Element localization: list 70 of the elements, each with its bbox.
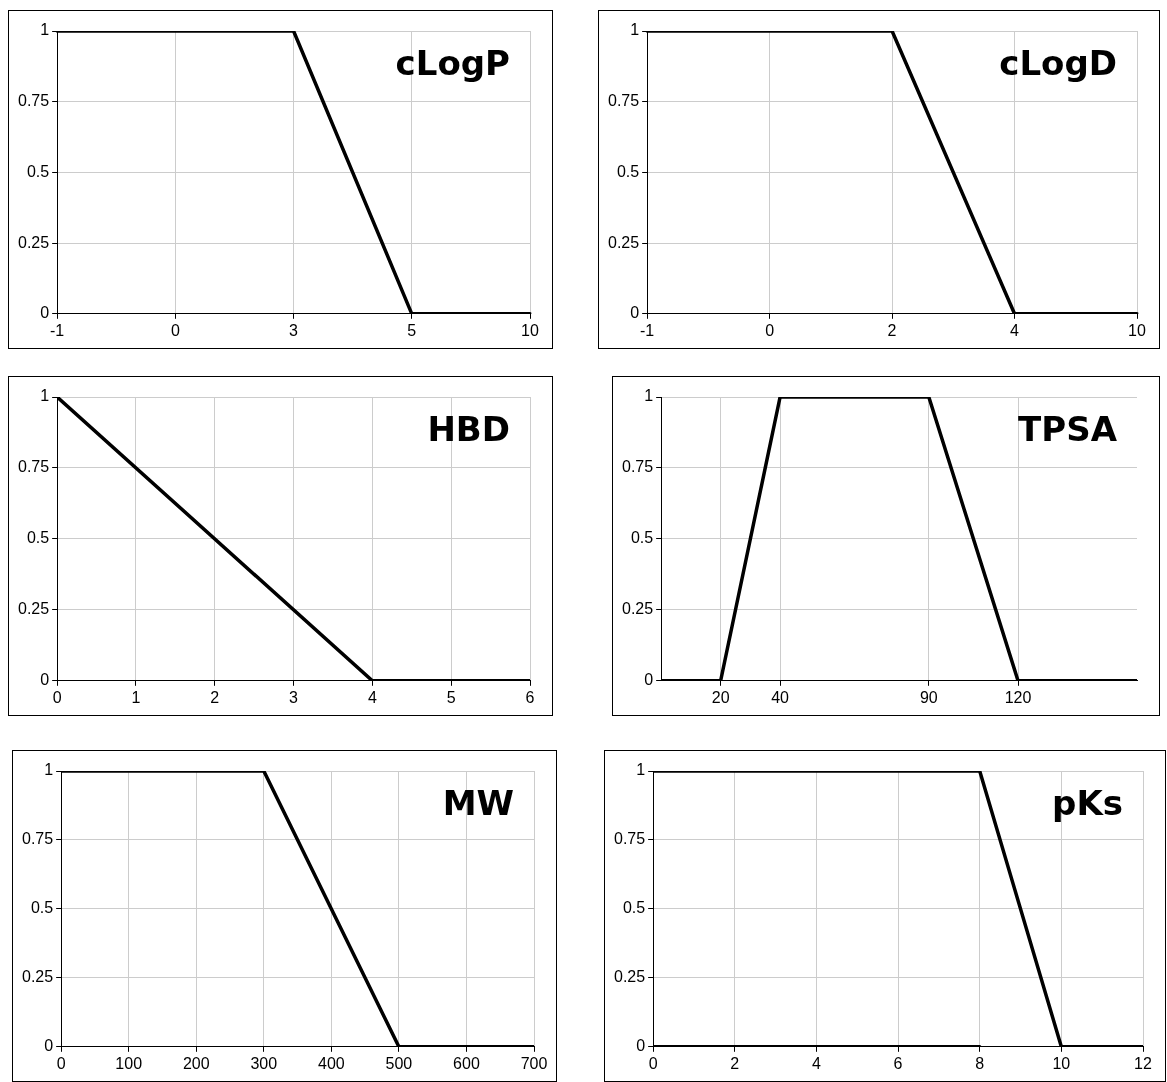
x-tick-label: 3 bbox=[289, 321, 299, 339]
x-tick-label: 500 bbox=[385, 1054, 413, 1072]
y-tick-label: 0.75 bbox=[18, 458, 50, 476]
chart-title: pKs bbox=[1052, 782, 1123, 823]
y-tick-label: 0.75 bbox=[622, 458, 654, 476]
y-tick-label: 0.25 bbox=[22, 968, 54, 986]
x-tick-label: 20 bbox=[711, 688, 730, 706]
y-tick-label: 0 bbox=[40, 304, 50, 322]
x-tick-label: 1 bbox=[131, 688, 141, 706]
x-tick-label: 10 bbox=[1052, 1054, 1071, 1072]
x-tick-label: 2 bbox=[887, 321, 897, 339]
x-tick-label: 4 bbox=[367, 688, 377, 706]
chart-title: cLogP bbox=[395, 42, 510, 83]
y-tick-label: 1 bbox=[644, 387, 654, 405]
x-tick-label: 6 bbox=[893, 1054, 903, 1072]
y-tick-label: 1 bbox=[40, 387, 50, 405]
y-tick-label: 0 bbox=[630, 304, 640, 322]
x-tick-label: 0 bbox=[170, 321, 180, 339]
x-tick-label: -1 bbox=[640, 321, 655, 339]
x-tick-label: 700 bbox=[520, 1054, 548, 1072]
x-tick-label: 5 bbox=[446, 688, 456, 706]
x-tick-label: 120 bbox=[1004, 688, 1032, 706]
y-tick-label: 1 bbox=[44, 761, 54, 779]
x-tick-label: 4 bbox=[1010, 321, 1020, 339]
y-tick-label: 0.25 bbox=[18, 600, 50, 618]
x-tick-label: 0 bbox=[56, 1054, 66, 1072]
x-tick-label: 5 bbox=[407, 321, 417, 339]
y-tick-label: 0.75 bbox=[22, 830, 54, 848]
chart-title: cLogD bbox=[999, 42, 1117, 83]
x-tick-label: 8 bbox=[975, 1054, 985, 1072]
x-tick-label: 2 bbox=[730, 1054, 740, 1072]
y-tick-label: 0.25 bbox=[622, 600, 654, 618]
y-tick-label: 0.25 bbox=[614, 968, 646, 986]
x-tick-label: 400 bbox=[317, 1054, 345, 1072]
y-tick-label: 0 bbox=[636, 1037, 646, 1055]
x-tick-label: 10 bbox=[521, 321, 539, 339]
x-tick-label: 100 bbox=[115, 1054, 143, 1072]
chart-title: MW bbox=[442, 782, 514, 823]
y-tick-label: 0.5 bbox=[616, 162, 640, 180]
chart-title: HBD bbox=[427, 408, 510, 449]
x-tick-label: 10 bbox=[1128, 321, 1146, 339]
y-tick-label: 0.5 bbox=[630, 529, 654, 547]
x-tick-label: 40 bbox=[771, 688, 790, 706]
x-tick-label: 12 bbox=[1134, 1054, 1152, 1072]
y-tick-label: 0.5 bbox=[622, 899, 646, 917]
x-tick-label: -1 bbox=[50, 321, 65, 339]
x-tick-label: 600 bbox=[453, 1054, 480, 1072]
y-tick-label: 1 bbox=[630, 21, 640, 39]
chart-title: TPSA bbox=[1018, 408, 1118, 449]
y-tick-label: 0 bbox=[44, 1037, 54, 1055]
x-tick-label: 2 bbox=[210, 688, 220, 706]
y-tick-label: 1 bbox=[636, 761, 646, 779]
y-tick-label: 0.75 bbox=[614, 830, 646, 848]
y-tick-label: 0 bbox=[644, 671, 654, 689]
x-tick-label: 90 bbox=[919, 688, 938, 706]
x-tick-label: 3 bbox=[289, 688, 299, 706]
y-tick-label: 1 bbox=[40, 21, 50, 39]
y-tick-label: 0.5 bbox=[26, 529, 50, 547]
y-tick-label: 0.5 bbox=[30, 899, 54, 917]
y-tick-label: 0.75 bbox=[18, 92, 50, 110]
x-tick-label: 200 bbox=[182, 1054, 210, 1072]
x-tick-label: 0 bbox=[765, 321, 775, 339]
y-tick-label: 0.75 bbox=[608, 92, 640, 110]
x-tick-label: 6 bbox=[525, 688, 535, 706]
x-tick-label: 300 bbox=[250, 1054, 278, 1072]
x-tick-label: 4 bbox=[811, 1054, 821, 1072]
y-tick-label: 0.25 bbox=[608, 233, 640, 251]
y-tick-label: 0.25 bbox=[18, 233, 50, 251]
y-tick-label: 0.5 bbox=[26, 162, 50, 180]
y-tick-label: 0 bbox=[40, 671, 50, 689]
